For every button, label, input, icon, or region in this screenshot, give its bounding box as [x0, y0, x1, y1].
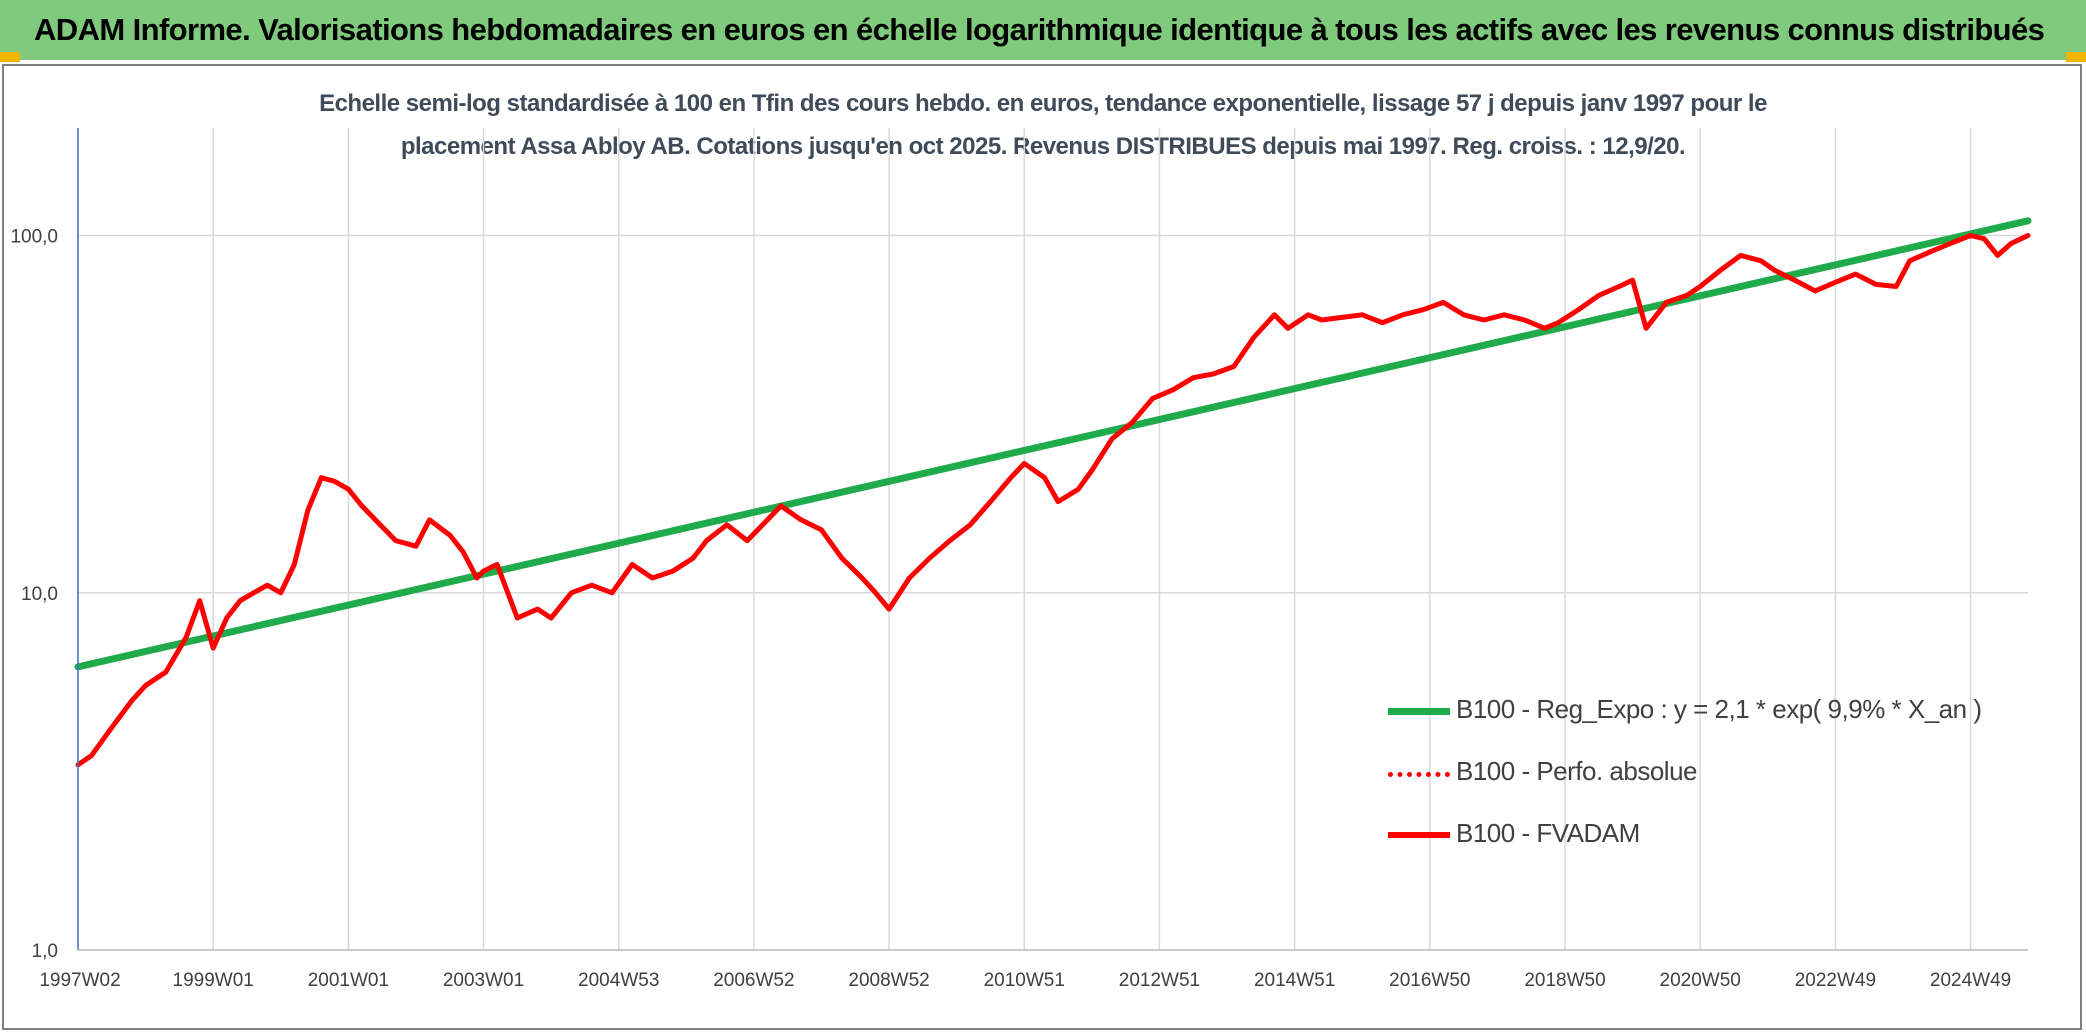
x-tick-label: 2014W51: [1254, 970, 1335, 991]
legend-swatch-performance: [1388, 772, 1450, 777]
legend-swatch-regression: [1388, 708, 1450, 715]
legend-label-fvadam: B100 - FVADAM: [1456, 818, 1640, 848]
chart-title-line-2: placement Assa Abloy AB. Cotations jusqu…: [400, 133, 1686, 160]
chart-frame: [2, 64, 2082, 1030]
series-line-fvadam: [75, 233, 2031, 768]
header-bar: ADAM Informe. Valorisations hebdomadaire…: [0, 0, 2086, 60]
legend-label-regression: B100 - Reg_Expo : y = 2,1 * exp( 9,9% * …: [1456, 694, 1982, 724]
x-tick-label: 2008W52: [848, 970, 929, 991]
x-tick-label: 2010W51: [984, 970, 1065, 991]
x-tick-label: 2022W49: [1795, 970, 1876, 991]
corner-mark-left: [0, 52, 20, 62]
x-tick-label: 2003W01: [443, 970, 524, 991]
x-tick-label: 2016W50: [1389, 970, 1470, 991]
x-tick-label: 1997W02: [39, 970, 120, 991]
corner-mark-right: [2066, 52, 2086, 62]
series-layer: [74, 217, 2032, 768]
header-title: ADAM Informe. Valorisations hebdomadaire…: [34, 12, 2045, 47]
chart-title-line-1: Echelle semi-log standardisée à 100 en T…: [319, 90, 1767, 117]
x-tick-label: 2024W49: [1930, 970, 2011, 991]
axis-layer: 1,0 10,0 100,0 1997W02 1999W01 2001W01 2003W01…: [10, 128, 2028, 991]
x-tick-label: 2001W01: [308, 970, 389, 991]
y-tick-label: 10,0: [21, 584, 58, 605]
x-tick-label: 2006W52: [713, 970, 794, 991]
y-tick-label: 100,0: [10, 227, 58, 248]
x-tick-label: 2018W50: [1524, 970, 1605, 991]
legend-swatch-fvadam: [1388, 832, 1450, 838]
y-tick-label: 1,0: [32, 941, 58, 962]
legend-label-performance: B100 - Perfo. absolue: [1456, 756, 1698, 786]
grid-layer: [77, 128, 2028, 951]
series-line-regression: [74, 217, 2032, 671]
x-tick-label: 2020W50: [1660, 970, 1741, 991]
x-tick-label: 1999W01: [173, 970, 254, 991]
x-tick-label: 2012W51: [1119, 970, 1200, 991]
x-tick-label: 2004W53: [578, 970, 659, 991]
